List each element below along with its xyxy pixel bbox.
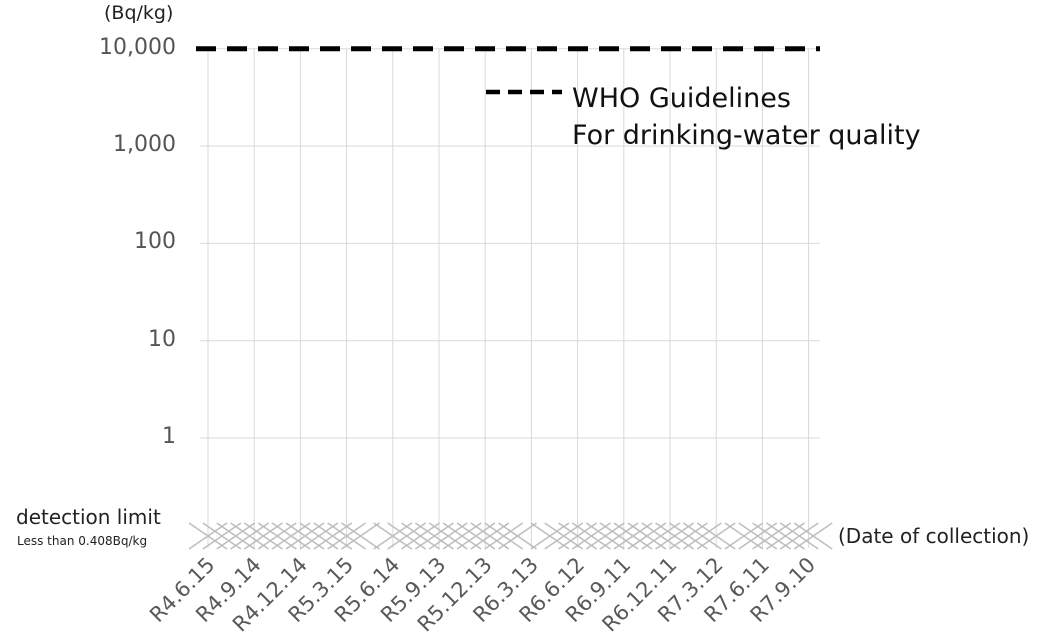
detection-limit-label: detection limit — [16, 505, 161, 529]
data-point-x-marker — [373, 522, 413, 550]
data-markers — [188, 522, 833, 550]
data-point-x-marker — [498, 522, 537, 550]
data-point-x-marker — [341, 522, 380, 550]
data-point-x-marker — [230, 522, 270, 550]
data-point-x-marker — [682, 522, 722, 550]
detection-limit-sublabel: Less than 0.408Bq/kg — [17, 534, 148, 548]
data-point-x-marker — [271, 522, 311, 550]
data-point-x-marker — [585, 522, 625, 550]
data-point-x-marker — [627, 522, 667, 550]
data-point-x-marker — [766, 522, 805, 550]
data-point-x-marker — [456, 522, 496, 550]
data-point-x-marker — [327, 522, 367, 550]
data-point-x-marker — [299, 522, 339, 550]
legend-label-line2: For drinking-water quality — [572, 120, 921, 151]
data-point-x-marker — [558, 522, 598, 550]
data-point-x-marker — [216, 522, 256, 550]
data-point-x-marker — [285, 522, 325, 550]
data-point-x-marker — [655, 522, 695, 550]
data-point-x-marker — [599, 522, 639, 550]
data-point-x-marker — [257, 522, 297, 550]
legend-label-line1: WHO Guidelines — [572, 83, 791, 114]
y-tick-label: 100 — [134, 229, 176, 255]
data-point-x-marker — [738, 522, 778, 550]
data-point-x-marker — [613, 522, 653, 550]
data-point-x-marker — [414, 522, 454, 550]
y-tick-label: 1,000 — [113, 132, 176, 158]
data-point-x-marker — [387, 522, 427, 550]
grid-lines — [200, 48, 820, 548]
y-tick-label: 10,000 — [99, 34, 176, 60]
data-point-x-marker — [428, 522, 468, 550]
data-point-x-marker — [202, 522, 242, 550]
data-point-x-marker — [243, 522, 283, 550]
data-point-x-marker — [641, 522, 681, 550]
y-tick-label: 1 — [162, 424, 176, 449]
data-point-x-marker — [669, 522, 708, 550]
data-point-x-marker — [470, 522, 510, 550]
data-point-x-marker — [696, 522, 736, 550]
y-tick-label: 10 — [148, 326, 176, 352]
data-point-x-marker — [779, 522, 819, 550]
data-point-x-marker — [484, 522, 524, 550]
data-point-x-marker — [530, 522, 570, 550]
x-tick-labels: R4.6.15R4.9.14R4.12.14R5.3.15R5.6.14R5.9… — [145, 553, 820, 637]
data-point-x-marker — [442, 522, 482, 550]
data-point-x-marker — [544, 522, 584, 550]
data-point-x-marker — [313, 522, 353, 550]
data-point-x-marker — [188, 522, 228, 550]
data-point-x-marker — [793, 522, 833, 550]
legend-dash-icon — [486, 89, 562, 95]
data-point-x-marker — [401, 522, 440, 550]
y-axis-unit: (Bq/kg) — [104, 2, 174, 24]
data-point-x-marker — [752, 522, 792, 550]
data-point-x-marker — [724, 522, 764, 550]
x-axis-title: (Date of collection) — [838, 524, 1030, 548]
data-point-x-marker — [572, 522, 611, 550]
